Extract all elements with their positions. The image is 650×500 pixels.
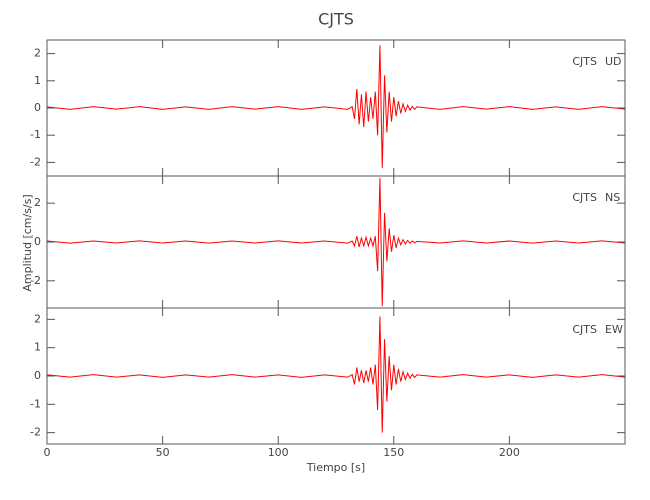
y-tick-label: 0: [34, 235, 41, 248]
x-tick-label: 100: [268, 446, 289, 459]
y-tick-label: 2: [34, 196, 41, 209]
y-tick-label: 1: [34, 74, 41, 87]
y-tick-label: -2: [30, 274, 41, 287]
y-tick-label: 1: [34, 341, 41, 354]
station-label: CJTS: [572, 323, 597, 336]
y-tick-label: 0: [34, 369, 41, 382]
station-label: CJTS: [572, 55, 597, 68]
component-label: EW: [605, 323, 623, 336]
waveform: [46, 316, 626, 433]
y-tick-label: -1: [30, 128, 41, 141]
station-label: CJTS: [572, 191, 597, 204]
chart-title: CJTS: [318, 10, 354, 29]
y-tick-label: 2: [34, 312, 41, 325]
component-label: UD: [605, 55, 622, 68]
waveform: [46, 177, 626, 307]
component-label: NS: [605, 191, 620, 204]
x-tick-label: 150: [383, 446, 404, 459]
x-tick-label: 50: [156, 446, 170, 459]
waveform: [46, 45, 626, 168]
y-tick-label: -2: [30, 426, 41, 439]
x-tick-label: 0: [44, 446, 51, 459]
y-tick-label: -1: [30, 397, 41, 410]
y-tick-label: 0: [34, 101, 41, 114]
x-axis-label: Tiempo [s]: [306, 461, 365, 474]
y-tick-label: -2: [30, 155, 41, 168]
x-tick-label: 200: [499, 446, 520, 459]
y-axis-label: Amplitud [cm/s/s]: [21, 194, 34, 291]
y-tick-label: 2: [34, 47, 41, 60]
